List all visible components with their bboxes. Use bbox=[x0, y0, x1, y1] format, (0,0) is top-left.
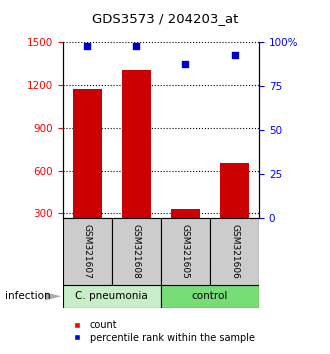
Point bbox=[183, 61, 188, 66]
Legend: count, percentile rank within the sample: count, percentile rank within the sample bbox=[68, 320, 255, 343]
Text: GSM321605: GSM321605 bbox=[181, 224, 190, 279]
Text: GSM321606: GSM321606 bbox=[230, 224, 239, 279]
Text: infection: infection bbox=[5, 291, 50, 301]
Text: control: control bbox=[192, 291, 228, 302]
Text: GSM321608: GSM321608 bbox=[132, 224, 141, 279]
Bar bbox=[161, 285, 259, 308]
Point bbox=[84, 43, 90, 49]
Bar bbox=[171, 209, 200, 218]
Point bbox=[134, 43, 139, 49]
Point bbox=[232, 52, 237, 58]
Text: C. pneumonia: C. pneumonia bbox=[76, 291, 148, 302]
Text: GSM321607: GSM321607 bbox=[83, 224, 92, 279]
Polygon shape bbox=[45, 292, 61, 301]
Bar bbox=[210, 218, 259, 285]
Bar bbox=[63, 285, 161, 308]
Bar bbox=[112, 218, 161, 285]
Bar bbox=[63, 218, 112, 285]
Bar bbox=[121, 69, 151, 218]
Text: GDS3573 / 204203_at: GDS3573 / 204203_at bbox=[92, 12, 238, 25]
Bar bbox=[220, 163, 249, 218]
Bar bbox=[73, 89, 102, 218]
Bar bbox=[161, 218, 210, 285]
